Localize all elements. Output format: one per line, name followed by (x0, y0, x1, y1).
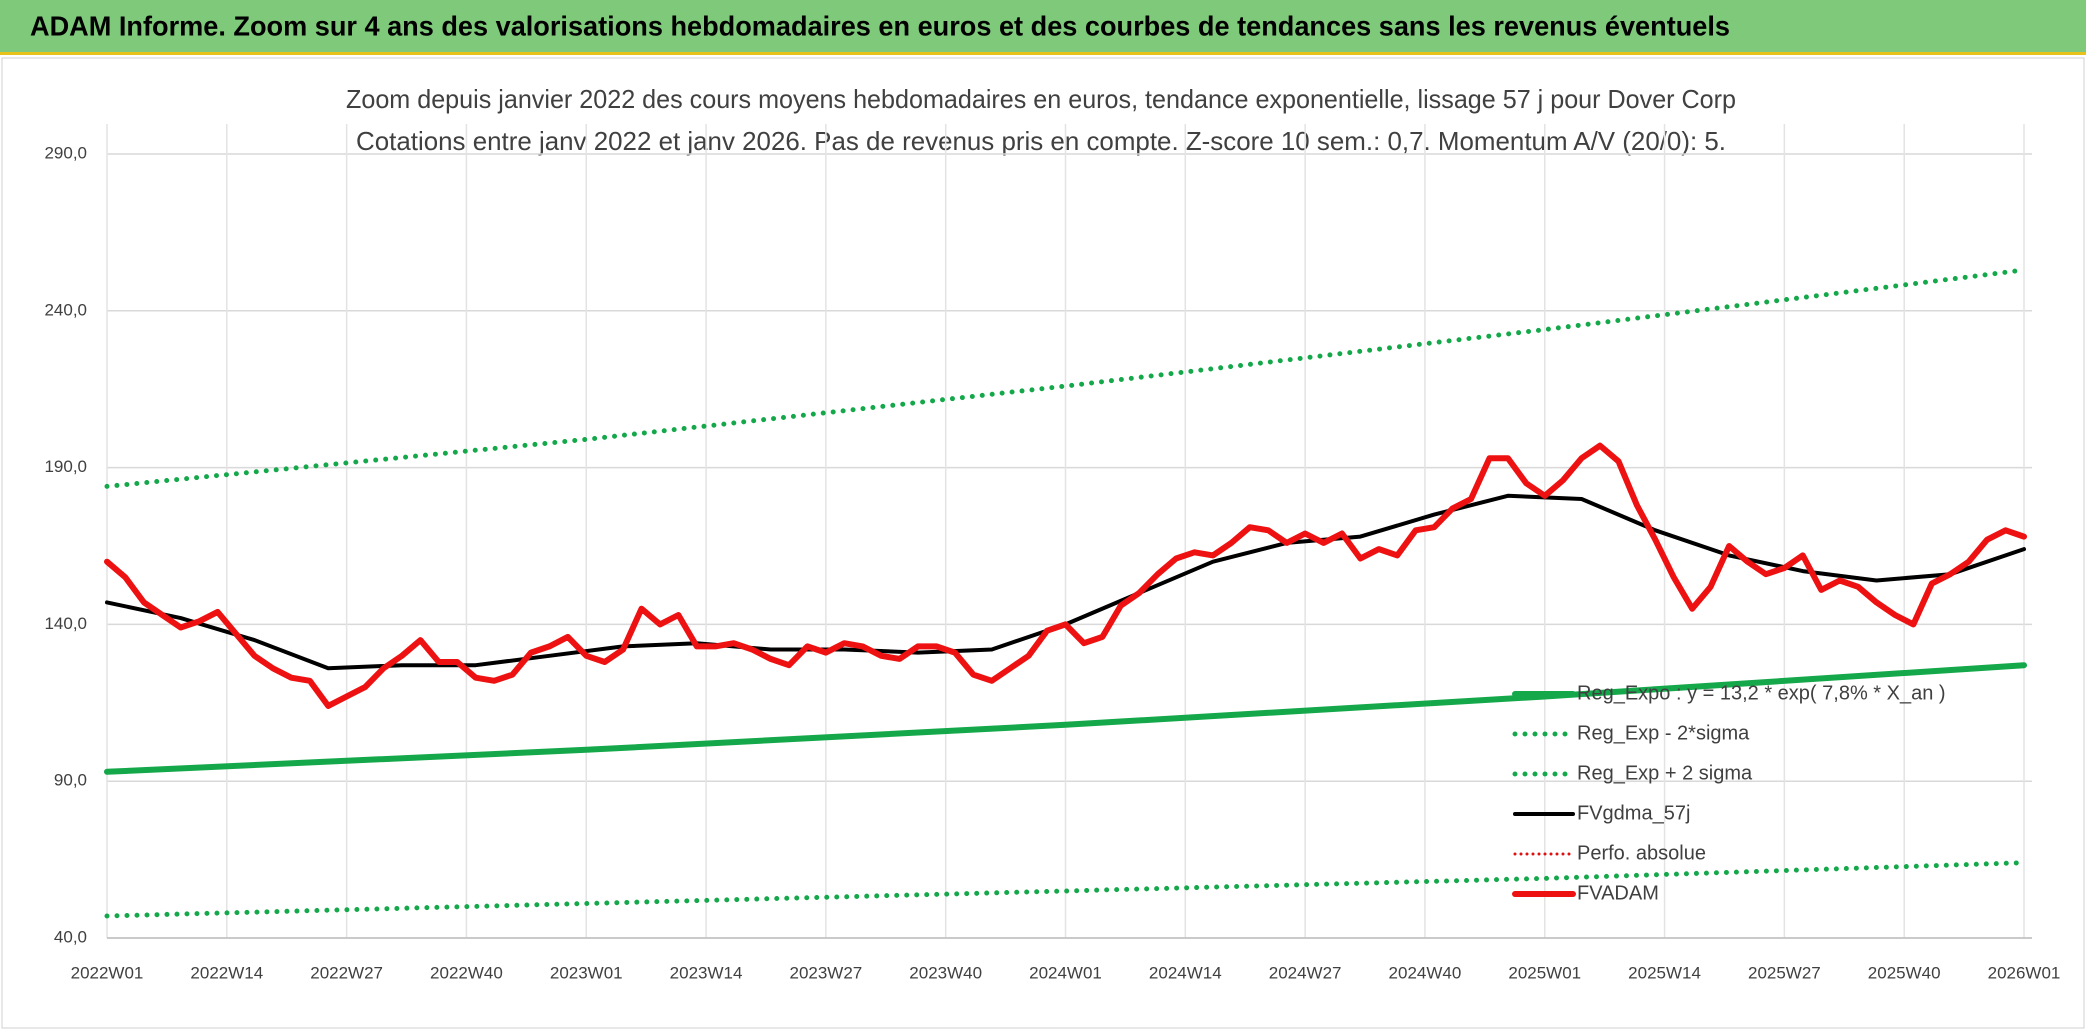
header-bar (0, 0, 2086, 52)
x-tick-label: 2023W27 (789, 963, 862, 982)
series-line (104, 267, 2027, 489)
x-tick-label: 2024W40 (1389, 963, 1462, 982)
legend-label: FVADAM (1577, 882, 1659, 904)
y-tick-label: 140,0 (44, 614, 87, 633)
legend-label: FVgdma_57j (1577, 802, 1690, 824)
x-tick-label: 2023W14 (670, 963, 743, 982)
legend-label: Reg_Exp + 2 sigma (1577, 762, 1753, 784)
y-tick-label: 90,0 (54, 771, 87, 790)
header-title: ADAM Informe. Zoom sur 4 ans des valoris… (30, 10, 1730, 41)
legend-label: Perfo. absolue (1577, 842, 1706, 864)
x-tick-label: 2022W01 (71, 963, 144, 982)
x-tick-label: 2023W01 (550, 963, 623, 982)
header-border (0, 52, 2086, 55)
series-line (104, 442, 2027, 709)
series-line (104, 860, 2027, 919)
x-tick-label: 2026W01 (1988, 963, 2061, 982)
x-tick-label: 2025W40 (1868, 963, 1941, 982)
x-tick-label: 2025W01 (1508, 963, 1581, 982)
chart-title: Zoom depuis janvier 2022 des cours moyen… (346, 84, 1736, 114)
x-tick-label: 2025W14 (1628, 963, 1701, 982)
y-tick-label: 190,0 (44, 457, 87, 476)
x-tick-label: 2024W14 (1149, 963, 1222, 982)
legend-label: Reg_Expo : y = 13,2 * exp( 7,8% * X_an ) (1577, 682, 1946, 704)
x-tick-label: 2022W40 (430, 963, 503, 982)
y-tick-label: 240,0 (44, 300, 87, 319)
x-tick-label: 2024W27 (1269, 963, 1342, 982)
x-tick-label: 2022W27 (310, 963, 383, 982)
legend-label: Reg_Exp - 2*sigma (1577, 722, 1750, 744)
y-tick-label: 40,0 (54, 927, 87, 946)
series-line (104, 662, 2027, 775)
x-tick-label: 2022W14 (190, 963, 263, 982)
chart-subtitle: Cotations entre janv 2022 et janv 2026. … (356, 126, 1726, 156)
chart-frame (1, 57, 2085, 1029)
x-tick-label: 2023W40 (909, 963, 982, 982)
x-tick-label: 2024W01 (1029, 963, 1102, 982)
y-tick-label: 290,0 (44, 143, 87, 162)
x-tick-label: 2025W27 (1748, 963, 1821, 982)
